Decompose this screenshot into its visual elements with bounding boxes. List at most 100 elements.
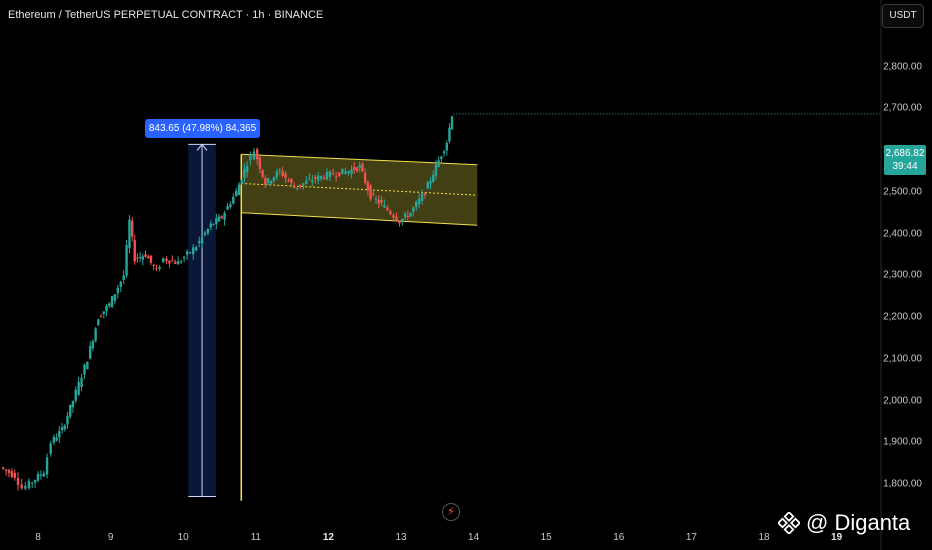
candle [1, 466, 5, 470]
last-price-value: 2,686.82 [885, 148, 925, 159]
candle-body [358, 165, 361, 168]
candle-body [334, 176, 338, 178]
candle-body [403, 213, 407, 217]
candle-body [398, 221, 401, 224]
channel-lower-line[interactable] [241, 212, 478, 226]
candle [116, 284, 120, 299]
candle-body [60, 427, 64, 431]
candle [91, 339, 95, 352]
candle [105, 304, 108, 317]
candle [152, 263, 155, 271]
candle-body [389, 210, 392, 215]
candle-body [191, 247, 195, 255]
candle [311, 174, 314, 187]
candle-body [55, 437, 58, 441]
candle [83, 363, 86, 380]
candle [409, 212, 412, 218]
candle-body [426, 182, 429, 189]
symbol-title[interactable]: Ethereum / TetherUS PERPETUAL CONTRACT ·… [8, 9, 324, 21]
candle-body [4, 469, 8, 471]
candle-body [30, 482, 34, 484]
candle-body [284, 173, 287, 179]
candle-body [99, 316, 103, 318]
candle [442, 150, 446, 157]
watermark: @ Diganta [776, 510, 910, 536]
candle [302, 183, 305, 190]
candle-body [185, 251, 189, 255]
candle [215, 213, 218, 230]
candle [206, 228, 210, 236]
candle [133, 234, 136, 265]
candle [426, 180, 429, 189]
candle [406, 210, 410, 221]
candle [437, 156, 440, 168]
candle [141, 253, 145, 266]
candle [55, 433, 58, 442]
candle-body [45, 457, 49, 475]
candle [147, 254, 150, 259]
time-tick-label: 19 [831, 532, 843, 543]
candle [162, 257, 165, 264]
candle [383, 199, 386, 209]
candle [347, 170, 350, 177]
candle-body [252, 151, 256, 160]
candle-body [372, 193, 375, 195]
candle [94, 327, 97, 343]
channel-midline [241, 182, 478, 196]
candle [412, 206, 415, 217]
candle-body [215, 218, 218, 224]
price-tick-label: 2,400.00 [883, 228, 922, 240]
currency-selector[interactable]: USDT [882, 4, 924, 28]
candle [232, 193, 235, 205]
candle-body [308, 178, 311, 180]
candle [77, 376, 80, 397]
candle-body [83, 364, 86, 375]
candle [305, 176, 308, 185]
candle [125, 239, 128, 279]
candle-body [423, 192, 427, 196]
candle-body [281, 171, 284, 176]
candle-body [328, 171, 332, 177]
candle [217, 213, 221, 222]
candle [16, 472, 20, 491]
candle [328, 170, 332, 182]
last-price-tag: 2,686.82 39:44 [884, 145, 926, 175]
candle [39, 470, 43, 480]
measure-tool[interactable] [188, 143, 216, 498]
candle [185, 249, 189, 261]
candle [179, 259, 183, 264]
channel-fill[interactable] [241, 154, 478, 226]
candle [266, 177, 270, 186]
candle [27, 478, 31, 490]
candle [322, 174, 326, 181]
parallel-channel[interactable] [240, 153, 478, 501]
candle [220, 214, 223, 220]
candle-body [206, 228, 210, 234]
candle [341, 168, 344, 175]
candle [366, 180, 370, 196]
candle [325, 168, 329, 181]
lightning-icon[interactable]: ⚡ [442, 503, 460, 521]
candle [7, 468, 11, 478]
candle-body [366, 182, 370, 191]
candle-body [338, 172, 341, 177]
candle [377, 195, 380, 209]
candle [252, 147, 256, 160]
candle [30, 481, 34, 489]
candle-body [272, 177, 276, 182]
candle-body [450, 116, 454, 130]
candle [42, 470, 46, 477]
candle-body [217, 216, 221, 222]
candle-body [42, 473, 46, 477]
candle [229, 201, 232, 209]
candle [165, 256, 168, 265]
candle [174, 259, 177, 264]
candle [69, 404, 72, 419]
candle-body [102, 311, 105, 315]
measure-arrow-head [196, 143, 208, 151]
candle [308, 173, 311, 181]
candle-body [116, 287, 120, 294]
time-tick-label: 14 [468, 532, 480, 543]
candle-body [377, 199, 380, 204]
